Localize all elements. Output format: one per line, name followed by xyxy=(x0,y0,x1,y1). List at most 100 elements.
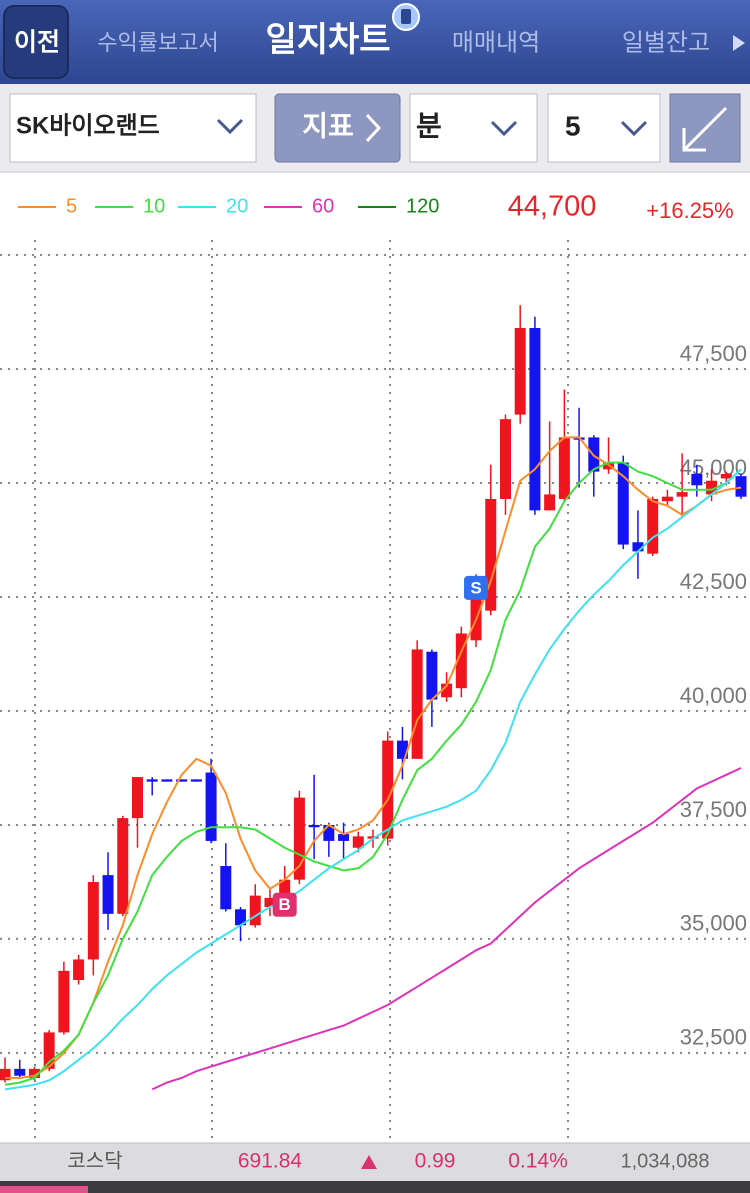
plot-area: 32,500 35,000 37,500 40,000 42,500 45,000 47,5… xyxy=(0,240,750,1140)
tab-active[interactable]: 일지차트 xyxy=(265,21,390,59)
candle-body xyxy=(28,1068,40,1078)
candle-body xyxy=(176,779,188,782)
stock-select[interactable] xyxy=(9,93,257,163)
legend-label: 5 xyxy=(66,195,77,217)
chevron xyxy=(620,120,648,137)
candle-body xyxy=(87,881,99,960)
candle-body xyxy=(499,419,511,499)
candle-body xyxy=(338,834,350,841)
tab[interactable]: 일별잔고 xyxy=(622,29,710,56)
y-tick-label: 37,500 xyxy=(680,797,747,822)
candle-body xyxy=(0,1068,11,1081)
tab[interactable]: 매매내역 xyxy=(452,29,540,56)
y-tick-label: 45,000 xyxy=(680,455,747,480)
candle-body xyxy=(485,498,497,611)
legend-label: 20 xyxy=(226,195,248,217)
indicator-label[interactable]: 지표 xyxy=(302,110,354,141)
back-label[interactable]: 이전 xyxy=(14,29,60,57)
candle-body xyxy=(544,494,556,511)
bottom-bar xyxy=(0,1181,750,1193)
candle-body xyxy=(102,875,114,914)
candle-body xyxy=(220,865,232,910)
candle-body xyxy=(279,879,291,901)
candle-body xyxy=(308,824,320,828)
candle-body xyxy=(441,683,453,698)
tab[interactable]: 수익률보고서 xyxy=(97,30,218,55)
bottom-indicator xyxy=(0,1186,88,1193)
legend-label: 120 xyxy=(406,195,439,217)
expand-icon xyxy=(682,106,728,152)
expand-icon xyxy=(682,128,706,152)
y-tick-label: 35,000 xyxy=(680,911,747,936)
moving-average-line xyxy=(5,436,742,1079)
candle-body xyxy=(131,777,143,819)
trade-marker-label: B xyxy=(279,895,291,914)
candle-body xyxy=(323,824,335,841)
candle-body xyxy=(691,473,703,486)
candle-body xyxy=(190,779,202,782)
y-tick-label: 47,500 xyxy=(680,341,747,366)
chevron xyxy=(216,118,244,135)
index-rate: 0.14% xyxy=(508,1150,568,1173)
candle-body xyxy=(73,959,85,980)
candle-body xyxy=(43,1032,55,1069)
moving-average-line xyxy=(4,461,742,1086)
candle-body xyxy=(249,895,261,926)
candle-body xyxy=(558,437,570,499)
candle-body xyxy=(617,462,629,545)
candle-body xyxy=(632,542,644,552)
candle-body xyxy=(14,1068,26,1076)
index-name: 코스닥 xyxy=(67,1149,122,1172)
candle-body xyxy=(382,740,394,839)
candle-body xyxy=(117,818,129,914)
trade-marker-label: S xyxy=(470,578,481,597)
stock-name[interactable]: SK바이오랜드 xyxy=(16,112,160,139)
index-volume: 1,034,088 xyxy=(621,1150,710,1172)
y-tick-label: 32,500 xyxy=(680,1025,747,1050)
current-price: 44,700 xyxy=(508,191,597,223)
candle-body xyxy=(514,327,526,415)
candle-body xyxy=(146,779,158,782)
status-bar xyxy=(0,1143,750,1181)
index-change: 0.99 xyxy=(415,1150,456,1173)
candle-body xyxy=(676,492,688,497)
moving-average-line xyxy=(4,468,742,1091)
candle-body xyxy=(352,836,364,848)
legend: 5 10 20 60 120 xyxy=(18,195,439,217)
candle-body xyxy=(455,633,467,689)
candle-body xyxy=(58,970,70,1033)
legend-label: 60 xyxy=(312,195,334,217)
badge-icon xyxy=(401,9,411,24)
chevron xyxy=(365,113,382,143)
period-select[interactable] xyxy=(409,93,538,163)
candle-body xyxy=(205,772,217,841)
candle-body xyxy=(411,649,423,759)
up-triangle xyxy=(361,1155,377,1169)
index-value: 691.84 xyxy=(238,1150,303,1173)
trade-marker xyxy=(464,575,489,600)
candle-body xyxy=(293,797,305,880)
candle-body xyxy=(396,740,408,759)
candle-body xyxy=(235,909,247,926)
candle-body xyxy=(161,779,173,782)
candle-body xyxy=(426,651,438,700)
y-tick-label: 42,500 xyxy=(680,569,747,594)
legend-label: 10 xyxy=(143,195,165,217)
back-button[interactable] xyxy=(3,5,69,79)
moving-average-line xyxy=(151,767,742,1091)
candle-body xyxy=(706,480,718,495)
tab-scroll-arrow[interactable] xyxy=(733,35,745,51)
candle-body xyxy=(264,897,276,908)
indicator-button[interactable] xyxy=(274,93,401,163)
period-label[interactable]: 분 xyxy=(416,110,442,141)
candle-body xyxy=(661,496,673,502)
candle-body xyxy=(529,327,541,511)
candle-body xyxy=(647,498,659,554)
chevron xyxy=(490,120,518,137)
interval-label[interactable]: 5 xyxy=(565,110,581,141)
trade-marker xyxy=(272,892,297,917)
y-tick-label: 40,000 xyxy=(680,683,747,708)
candle-body xyxy=(735,476,747,497)
price-change: +16.25% xyxy=(646,198,733,223)
